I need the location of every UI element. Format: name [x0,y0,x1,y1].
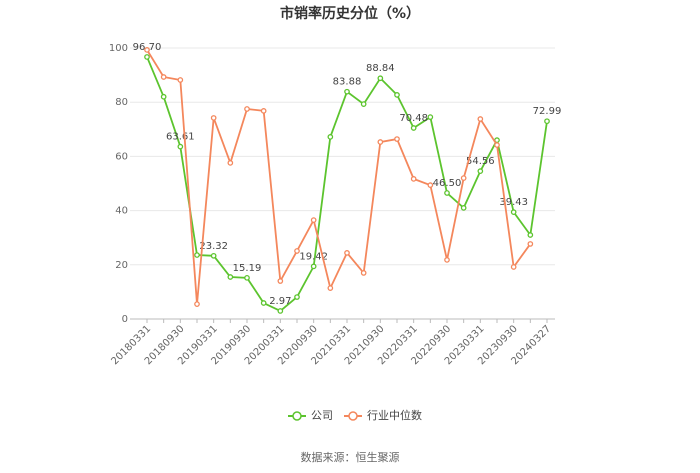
data-label: 15.19 [233,263,262,274]
point [360,270,367,276]
point [377,75,384,82]
point [160,74,167,80]
y-tick-label: 100 [109,43,128,54]
point [460,205,467,211]
point [194,252,200,258]
point [160,93,167,100]
point [477,116,484,122]
data-label: 19.42 [299,251,328,262]
point [227,274,234,280]
data-label: 39.43 [499,197,528,208]
point [394,136,400,142]
point [444,190,450,196]
point [210,252,217,259]
data-label: 88.84 [366,63,395,74]
point [460,175,467,181]
point [227,160,234,166]
point [444,257,450,263]
point [310,217,317,223]
y-tick-label: 20 [115,260,128,271]
point [244,106,250,112]
point [260,108,267,114]
data-label: 46.50 [433,178,462,189]
point [210,115,217,121]
point [344,88,350,95]
point [194,301,200,307]
data-label: 54.56 [466,156,495,167]
point [410,125,417,131]
point [544,118,550,125]
legend-label: 公司 [311,409,333,422]
point [294,294,300,300]
point [360,101,367,107]
y-tick-label: 40 [115,206,128,217]
point [477,168,484,174]
data-label: 70.48 [399,113,428,124]
legend-swatch [348,411,358,421]
point [394,92,400,98]
point [427,114,434,120]
point [494,142,500,148]
point [277,308,284,314]
point [527,241,534,247]
data-label: 2.97 [269,296,291,307]
point [344,250,350,256]
point [244,274,250,281]
point [527,232,534,238]
data-label: 63.61 [166,132,195,143]
data-label: 23.32 [199,241,228,252]
y-tick-label: 80 [115,97,128,108]
data-label: 72.99 [533,106,562,117]
point [277,278,284,284]
point [294,248,300,254]
point [177,143,184,150]
legend-swatch [292,411,302,421]
point [510,264,517,270]
point [144,54,150,60]
source: 数据来源：恒生聚源 [301,450,400,464]
point [327,285,334,291]
legend-label: 行业中位数 [367,408,422,422]
point [427,182,434,188]
y-tick-label: 0 [122,314,128,325]
point [377,139,384,145]
point [177,77,184,83]
point [510,209,517,215]
point [327,134,334,140]
point [260,300,267,306]
series-line [146,49,532,305]
y-tick-label: 60 [115,151,128,162]
point [144,47,150,53]
point [410,176,417,182]
point [310,263,317,270]
chart-title: 市销率历史分位（%） [280,5,420,22]
data-label: 83.88 [333,77,362,88]
